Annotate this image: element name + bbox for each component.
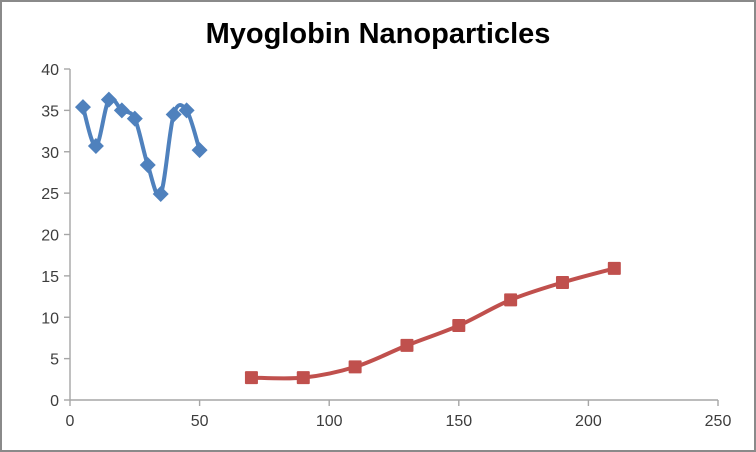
y-tick-label: 15 [41, 269, 59, 286]
red-square-series-marker [296, 371, 310, 385]
red-square-series-marker [348, 360, 362, 374]
y-tick-label: 40 [41, 62, 59, 79]
blue-diamond-series-marker [100, 91, 117, 108]
blue-diamond-series-marker [139, 156, 156, 173]
blue-diamond-series-marker [113, 102, 130, 119]
blue-diamond-series-marker [74, 99, 91, 116]
x-tick-label: 0 [66, 413, 75, 430]
y-tick-label: 0 [50, 393, 59, 410]
red-square-series-marker [452, 319, 466, 333]
y-tick-label: 25 [41, 186, 59, 203]
blue-diamond-series-marker [87, 137, 104, 154]
red-square-series-marker [400, 338, 414, 352]
blue-diamond-series-marker [178, 102, 195, 119]
red-square-series-marker [504, 293, 518, 307]
y-tick-label: 30 [41, 145, 59, 162]
blue-diamond-series-marker [165, 106, 182, 123]
x-tick-label: 50 [191, 413, 209, 430]
x-tick-label: 100 [316, 413, 343, 430]
x-tick-label: 150 [445, 413, 472, 430]
red-square-series-marker [244, 371, 258, 385]
y-tick-label: 5 [50, 352, 59, 369]
blue-diamond-series-marker [191, 142, 208, 159]
blue-diamond-series-marker [152, 185, 169, 202]
y-tick-label: 35 [41, 103, 59, 120]
y-tick-label: 10 [41, 310, 59, 327]
x-tick-label: 200 [575, 413, 602, 430]
blue-diamond-series-line [80, 96, 202, 198]
blue-diamond-series-marker [126, 110, 143, 127]
y-tick-label: 20 [41, 228, 59, 245]
x-tick-label: 250 [705, 413, 732, 430]
chart-title: Myoglobin Nanoparticles [205, 18, 551, 50]
red-square-series-marker [607, 261, 621, 275]
red-square-series-marker [555, 275, 569, 289]
